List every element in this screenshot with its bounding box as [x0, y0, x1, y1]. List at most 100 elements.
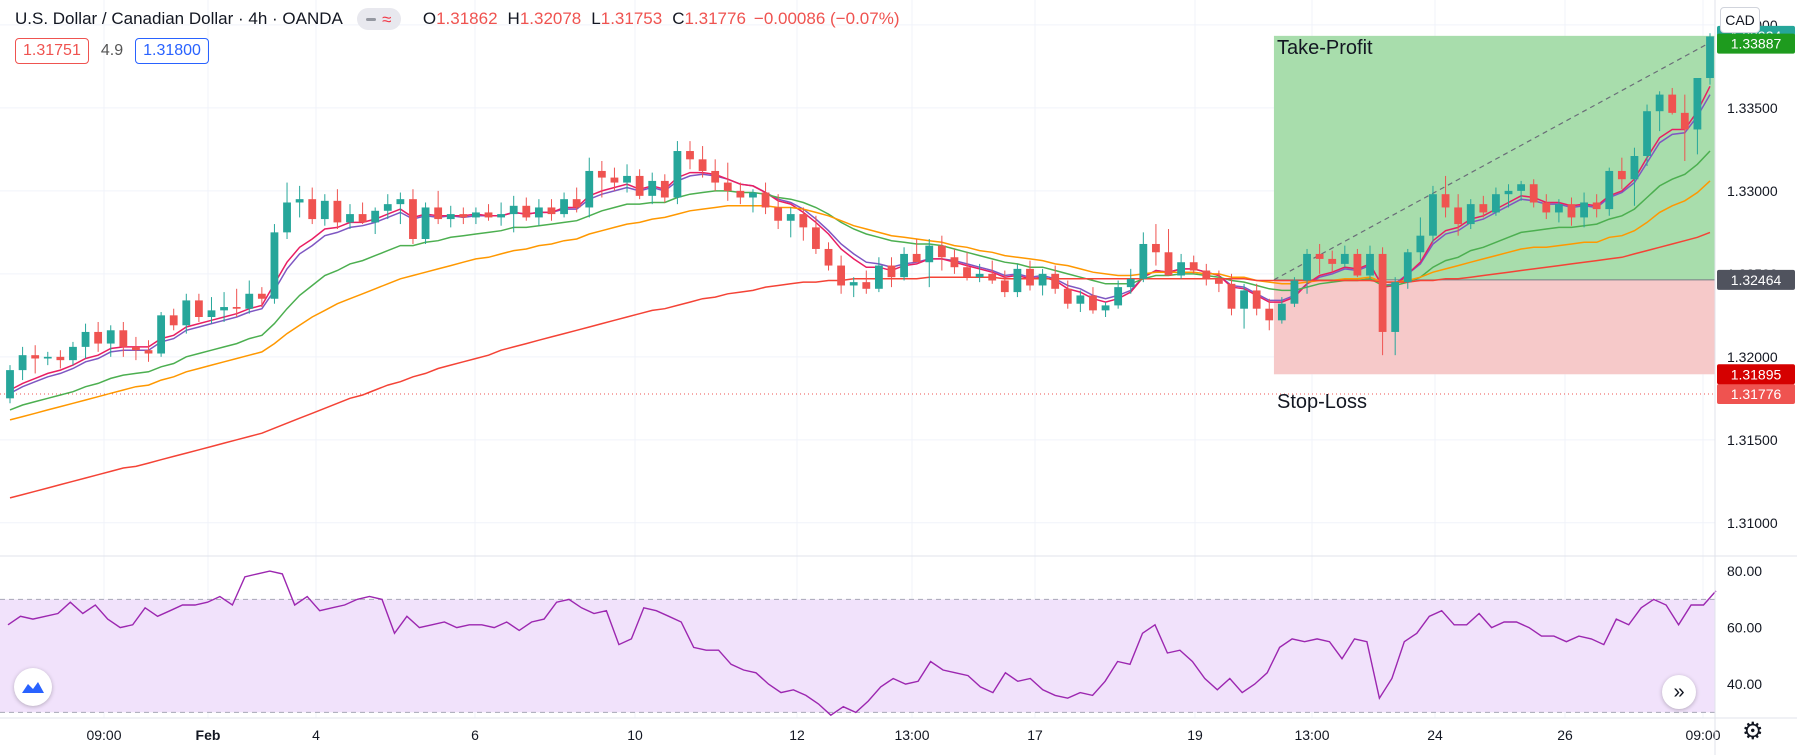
time-tick-label: 6: [471, 727, 479, 743]
tradingview-logo-icon[interactable]: [14, 668, 52, 706]
current-price-tag: 1.31776: [1717, 384, 1795, 405]
gear-icon[interactable]: ⚙: [1742, 718, 1764, 745]
candle-body: [1252, 290, 1261, 309]
candle: [673, 141, 682, 205]
candle-body: [937, 245, 946, 258]
candle-body: [1265, 308, 1274, 321]
candle-body: [1391, 282, 1400, 332]
candle-body: [182, 300, 191, 326]
candle-body: [1466, 204, 1475, 225]
candle: [1126, 268, 1135, 294]
candle: [232, 288, 241, 318]
time-tick-label: 19: [1187, 727, 1203, 743]
candle: [1290, 277, 1299, 308]
candle-body: [1164, 252, 1173, 276]
candle-body: [1315, 253, 1324, 259]
candle-body: [1680, 112, 1689, 130]
candle: [308, 187, 317, 225]
candle: [988, 260, 997, 284]
candle: [937, 235, 946, 271]
candle: [346, 204, 354, 230]
candle-body: [346, 214, 354, 223]
ema_fast-line: [9, 94, 1711, 394]
candle: [824, 242, 833, 271]
rsi-tick-label: 80.00: [1727, 563, 1762, 579]
candle-body: [849, 282, 858, 286]
candle: [812, 215, 820, 254]
candle-body: [547, 207, 556, 215]
candle-body: [1303, 253, 1311, 281]
candle: [648, 172, 657, 205]
rsi-band: [0, 599, 1715, 713]
ohlc-open-value: 1.31862: [436, 9, 498, 28]
rsi-pane: [0, 570, 1717, 717]
candle-body: [1416, 235, 1425, 253]
candle: [572, 187, 581, 213]
rsi-tick-label: 60.00: [1727, 620, 1762, 636]
candle: [1630, 147, 1639, 206]
candle: [837, 255, 846, 294]
fast-forward-icon[interactable]: »: [1662, 675, 1696, 709]
candle: [484, 204, 493, 221]
candle-body: [963, 267, 971, 278]
ohlc-low-label: L: [591, 9, 601, 28]
candle-body: [975, 273, 984, 278]
candle: [975, 263, 984, 283]
candle-body: [572, 199, 581, 208]
candle: [1038, 268, 1047, 296]
candle-body: [1202, 270, 1211, 279]
candle-body: [1013, 268, 1022, 293]
candle: [1252, 283, 1261, 316]
candle-body: [1353, 253, 1362, 276]
candle-body: [1567, 204, 1576, 218]
candle-body: [900, 253, 908, 278]
candle: [119, 321, 128, 357]
candle: [597, 160, 606, 198]
position-zones: [0, 35, 1716, 395]
candle-body: [686, 151, 694, 160]
candle-body: [1504, 190, 1513, 195]
candle: [409, 189, 417, 244]
candle: [1567, 197, 1576, 226]
candle: [446, 205, 455, 228]
price-tick-label: 1.31500: [1727, 432, 1778, 448]
candle: [371, 207, 380, 235]
rsi-tick-label: 40.00: [1727, 676, 1762, 692]
candle: [660, 174, 669, 203]
candle: [1378, 247, 1387, 356]
candle: [295, 185, 304, 218]
candle: [522, 197, 531, 221]
candle: [270, 224, 279, 304]
candle-body: [18, 355, 27, 371]
candle-body: [1554, 204, 1563, 213]
candle: [1189, 255, 1198, 274]
buy-button[interactable]: 1.31800: [135, 38, 209, 64]
candle-body: [534, 207, 543, 218]
candle: [1504, 184, 1513, 208]
last-price-tag: 1.33887: [1717, 33, 1795, 54]
candle: [1554, 199, 1563, 223]
candle-body: [950, 257, 959, 268]
candle-body: [497, 214, 506, 218]
candle: [610, 167, 619, 191]
candle: [144, 340, 153, 362]
candle: [434, 190, 443, 225]
candle: [56, 350, 65, 369]
sell-button[interactable]: 1.31751: [15, 38, 89, 64]
visibility-toggle[interactable]: ≈: [356, 8, 401, 30]
candle-body: [1063, 288, 1072, 304]
candle: [1479, 195, 1488, 218]
candle: [1202, 263, 1211, 286]
current-price-tag-text: 1.31776: [1731, 386, 1782, 402]
symbol-title[interactable]: U.S. Dollar / Canadian Dollar · 4h · OAN…: [15, 9, 343, 28]
candle-body: [912, 253, 921, 263]
candle: [1089, 287, 1097, 314]
candle-body: [220, 307, 228, 311]
target-dashed-line: [1273, 39, 1716, 281]
currency-button[interactable]: CAD: [1720, 7, 1760, 33]
candle: [18, 346, 27, 381]
candle: [1265, 298, 1274, 331]
minus-icon: [366, 17, 377, 21]
